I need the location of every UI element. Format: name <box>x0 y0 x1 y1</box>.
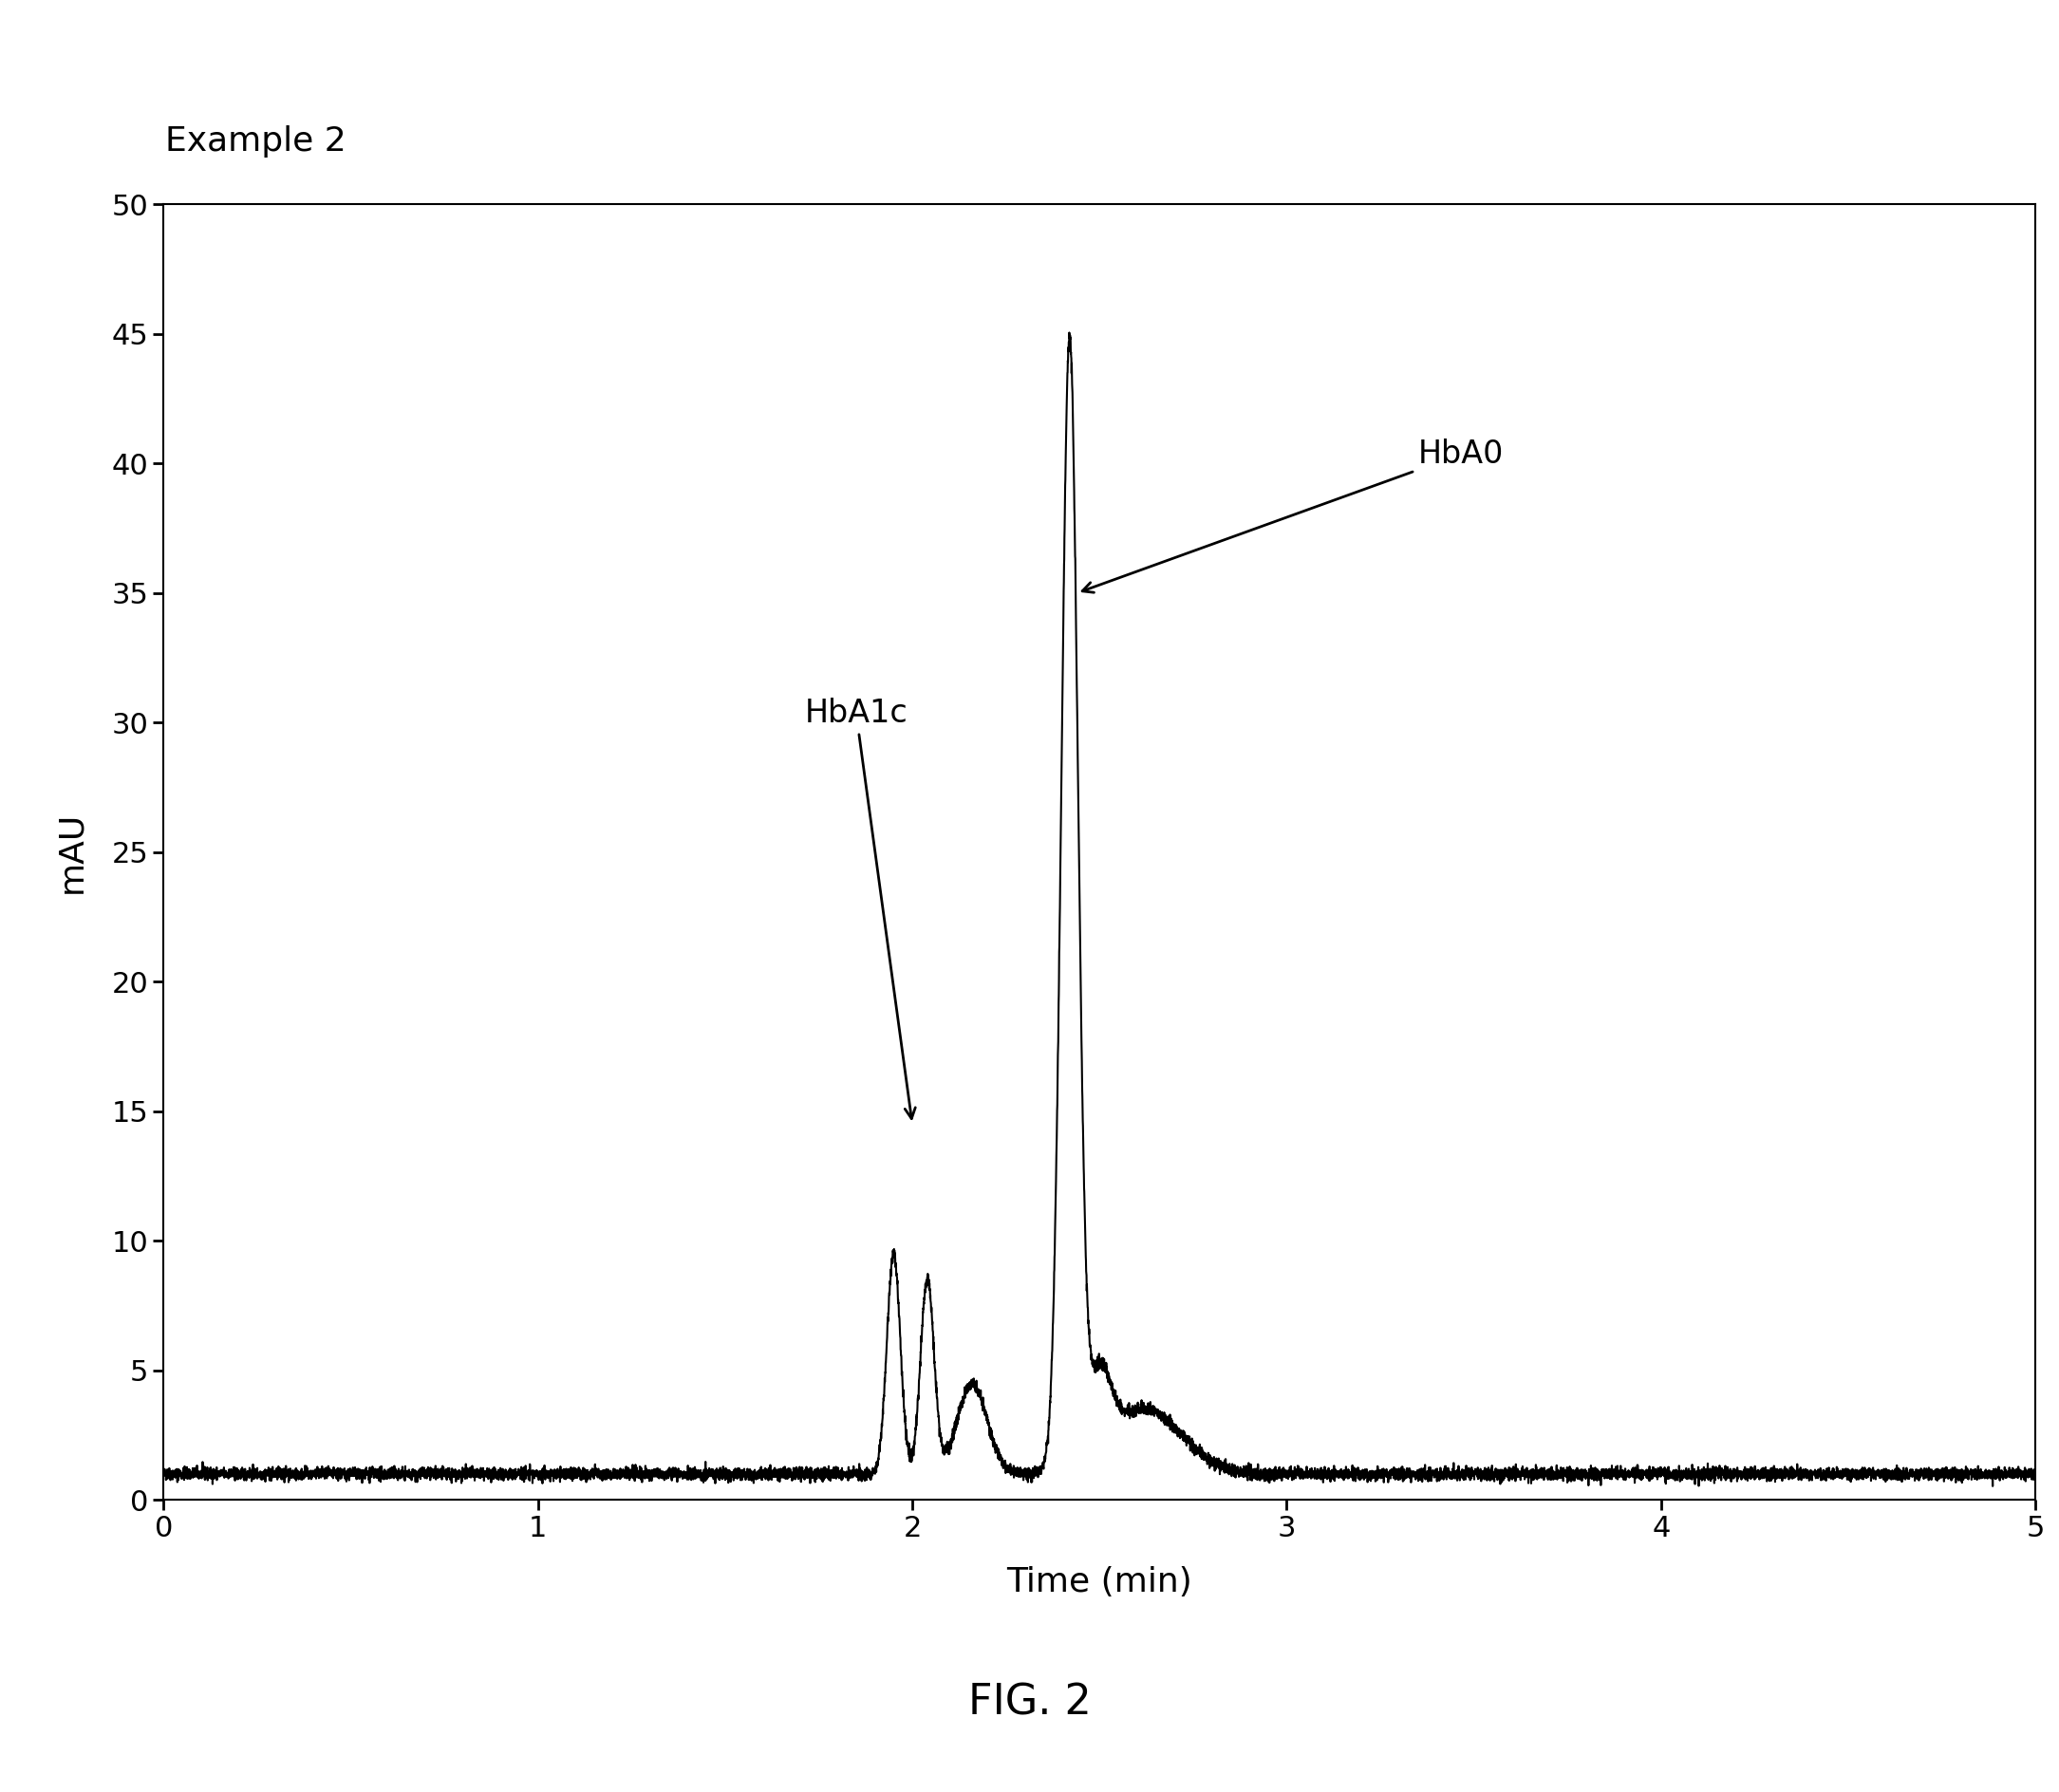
X-axis label: Time (min): Time (min) <box>1007 1566 1192 1598</box>
Text: Example 2: Example 2 <box>165 125 346 158</box>
Text: FIG. 2: FIG. 2 <box>968 1683 1091 1722</box>
Text: HbA1c: HbA1c <box>805 697 916 1118</box>
Text: HbA0: HbA0 <box>1083 439 1503 593</box>
Y-axis label: mAU: mAU <box>56 812 89 892</box>
